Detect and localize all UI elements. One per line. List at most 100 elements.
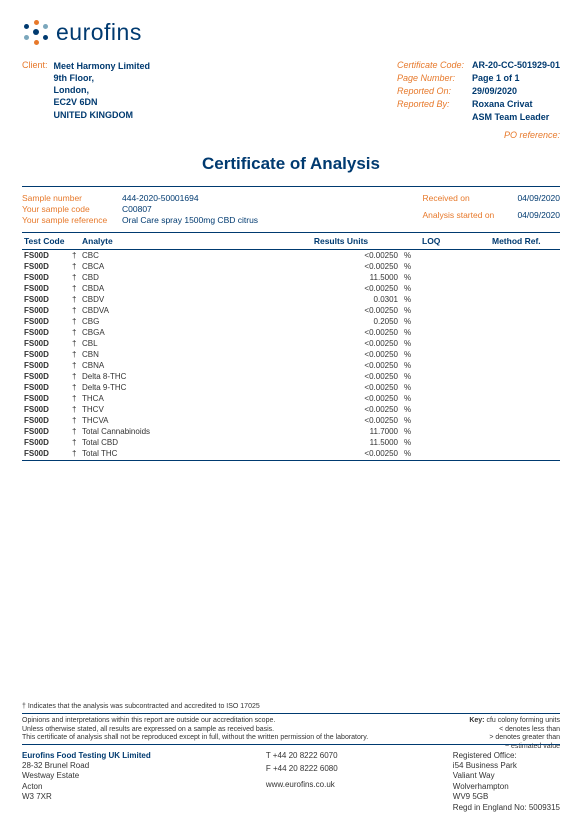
cell-dagger: † xyxy=(70,437,80,448)
client-name: Meet Harmony Limited xyxy=(54,60,151,72)
cell-method xyxy=(490,294,560,305)
th-loq: LOQ xyxy=(420,233,490,250)
table-row: FS00D†Total THC<0.00250% xyxy=(22,448,560,459)
cell-units: % xyxy=(402,426,420,437)
reported-by: Roxana Crivat xyxy=(472,99,560,109)
cell-analyte: Total Cannabinoids xyxy=(80,426,262,437)
cell-testcode: FS00D xyxy=(22,327,70,338)
cell-testcode: FS00D xyxy=(22,360,70,371)
cell-analyte: CBDV xyxy=(80,294,262,305)
reported-by-label: Reported By: xyxy=(397,99,472,109)
cell-dagger: † xyxy=(70,349,80,360)
sample-block: Sample number 444-2020-50001694 Your sam… xyxy=(22,187,560,231)
cell-method xyxy=(490,283,560,294)
logo-icon xyxy=(22,18,50,46)
cell-analyte: CBD xyxy=(80,272,262,283)
table-row: FS00D†THCV<0.00250% xyxy=(22,404,560,415)
footer-addr3: Acton xyxy=(22,782,151,792)
cell-units: % xyxy=(402,437,420,448)
cell-analyte: THCV xyxy=(80,404,262,415)
footer-reg2: Valiant Way xyxy=(453,771,560,781)
cell-analyte: CBN xyxy=(80,349,262,360)
footer-reg3: Wolverhampton xyxy=(453,782,560,792)
footer-fax: F +44 20 8222 6080 xyxy=(266,764,338,774)
client-addr4: UNITED KINGDOM xyxy=(54,109,151,121)
key1: cfu colony forming units xyxy=(486,717,560,724)
reported-by2: ASM Team Leader xyxy=(472,112,560,122)
key2: < denotes less than xyxy=(469,726,560,734)
th-testcode: Test Code xyxy=(22,233,70,250)
cell-loq xyxy=(420,316,490,327)
cell-units: % xyxy=(402,393,420,404)
cell-testcode: FS00D xyxy=(22,437,70,448)
po-ref-label: PO reference: xyxy=(504,130,560,140)
table-body: FS00D†CBC<0.00250%FS00D†CBCA<0.00250%FS0… xyxy=(22,250,560,460)
recv-label: Received on xyxy=(422,193,517,209)
cell-loq xyxy=(420,305,490,316)
table-row: FS00D†Total Cannabinoids11.7000% xyxy=(22,426,560,437)
start-val: 04/09/2020 xyxy=(517,210,560,226)
logo-row: eurofins xyxy=(22,18,560,46)
cell-loq xyxy=(420,338,490,349)
cell-analyte: Delta 8-THC xyxy=(80,371,262,382)
cell-testcode: FS00D xyxy=(22,349,70,360)
cell-units: % xyxy=(402,305,420,316)
footer-company: Eurofins Food Testing UK Limited xyxy=(22,751,151,761)
th-results-units: Results Units xyxy=(262,233,420,250)
cell-analyte: CBGA xyxy=(80,327,262,338)
cell-testcode: FS00D xyxy=(22,448,70,459)
cell-dagger: † xyxy=(70,261,80,272)
cell-testcode: FS00D xyxy=(22,261,70,272)
cell-result: <0.00250 xyxy=(262,371,402,382)
cell-method xyxy=(490,327,560,338)
cell-result: 0.2050 xyxy=(262,316,402,327)
cell-testcode: FS00D xyxy=(22,393,70,404)
cell-units: % xyxy=(402,316,420,327)
cell-loq xyxy=(420,426,490,437)
footer-tel: T +44 20 8222 6070 xyxy=(266,751,338,761)
table-row: FS00D†Delta 9-THC<0.00250% xyxy=(22,382,560,393)
sample-code: C00807 xyxy=(122,204,258,214)
table-row: FS00D†THCA<0.00250% xyxy=(22,393,560,404)
cell-units: % xyxy=(402,448,420,459)
cell-loq xyxy=(420,283,490,294)
table-row: FS00D†CBL<0.00250% xyxy=(22,338,560,349)
cell-testcode: FS00D xyxy=(22,382,70,393)
cell-units: % xyxy=(402,404,420,415)
cell-units: % xyxy=(402,382,420,393)
cell-dagger: † xyxy=(70,305,80,316)
cell-testcode: FS00D xyxy=(22,338,70,349)
cert-info-block: Certificate Code: AR-20-CC-501929-01 Pag… xyxy=(397,60,560,140)
cell-method xyxy=(490,261,560,272)
fn-rule xyxy=(22,713,560,714)
cell-dagger: † xyxy=(70,382,80,393)
table-row: FS00D†CBNA<0.00250% xyxy=(22,360,560,371)
th-method: Method Ref. xyxy=(490,233,560,250)
sample-num-label: Sample number xyxy=(22,193,122,203)
cell-loq xyxy=(420,327,490,338)
cell-method xyxy=(490,437,560,448)
client-label: Client: xyxy=(22,60,48,139)
client-addr1: 9th Floor, xyxy=(54,72,151,84)
table-row: FS00D†Total CBD11.5000% xyxy=(22,437,560,448)
cell-testcode: FS00D xyxy=(22,316,70,327)
cell-method xyxy=(490,415,560,426)
cell-dagger: † xyxy=(70,393,80,404)
cell-method xyxy=(490,371,560,382)
cell-method xyxy=(490,404,560,415)
cell-units: % xyxy=(402,250,420,262)
cell-result: 11.7000 xyxy=(262,426,402,437)
fn-line2: Unless otherwise stated, all results are… xyxy=(22,726,368,734)
cell-analyte: CBNA xyxy=(80,360,262,371)
cell-units: % xyxy=(402,349,420,360)
cell-loq xyxy=(420,371,490,382)
cell-dagger: † xyxy=(70,316,80,327)
table-row: FS00D†Delta 8-THC<0.00250% xyxy=(22,371,560,382)
cell-loq xyxy=(420,393,490,404)
footer-reg5: Regd in England No: 5009315 xyxy=(453,803,560,813)
cell-units: % xyxy=(402,415,420,426)
table-row: FS00D†CBDVA<0.00250% xyxy=(22,305,560,316)
rule-bottom-table xyxy=(22,460,560,461)
cell-analyte: CBCA xyxy=(80,261,262,272)
footer-reg4: WV9 5GB xyxy=(453,792,560,802)
